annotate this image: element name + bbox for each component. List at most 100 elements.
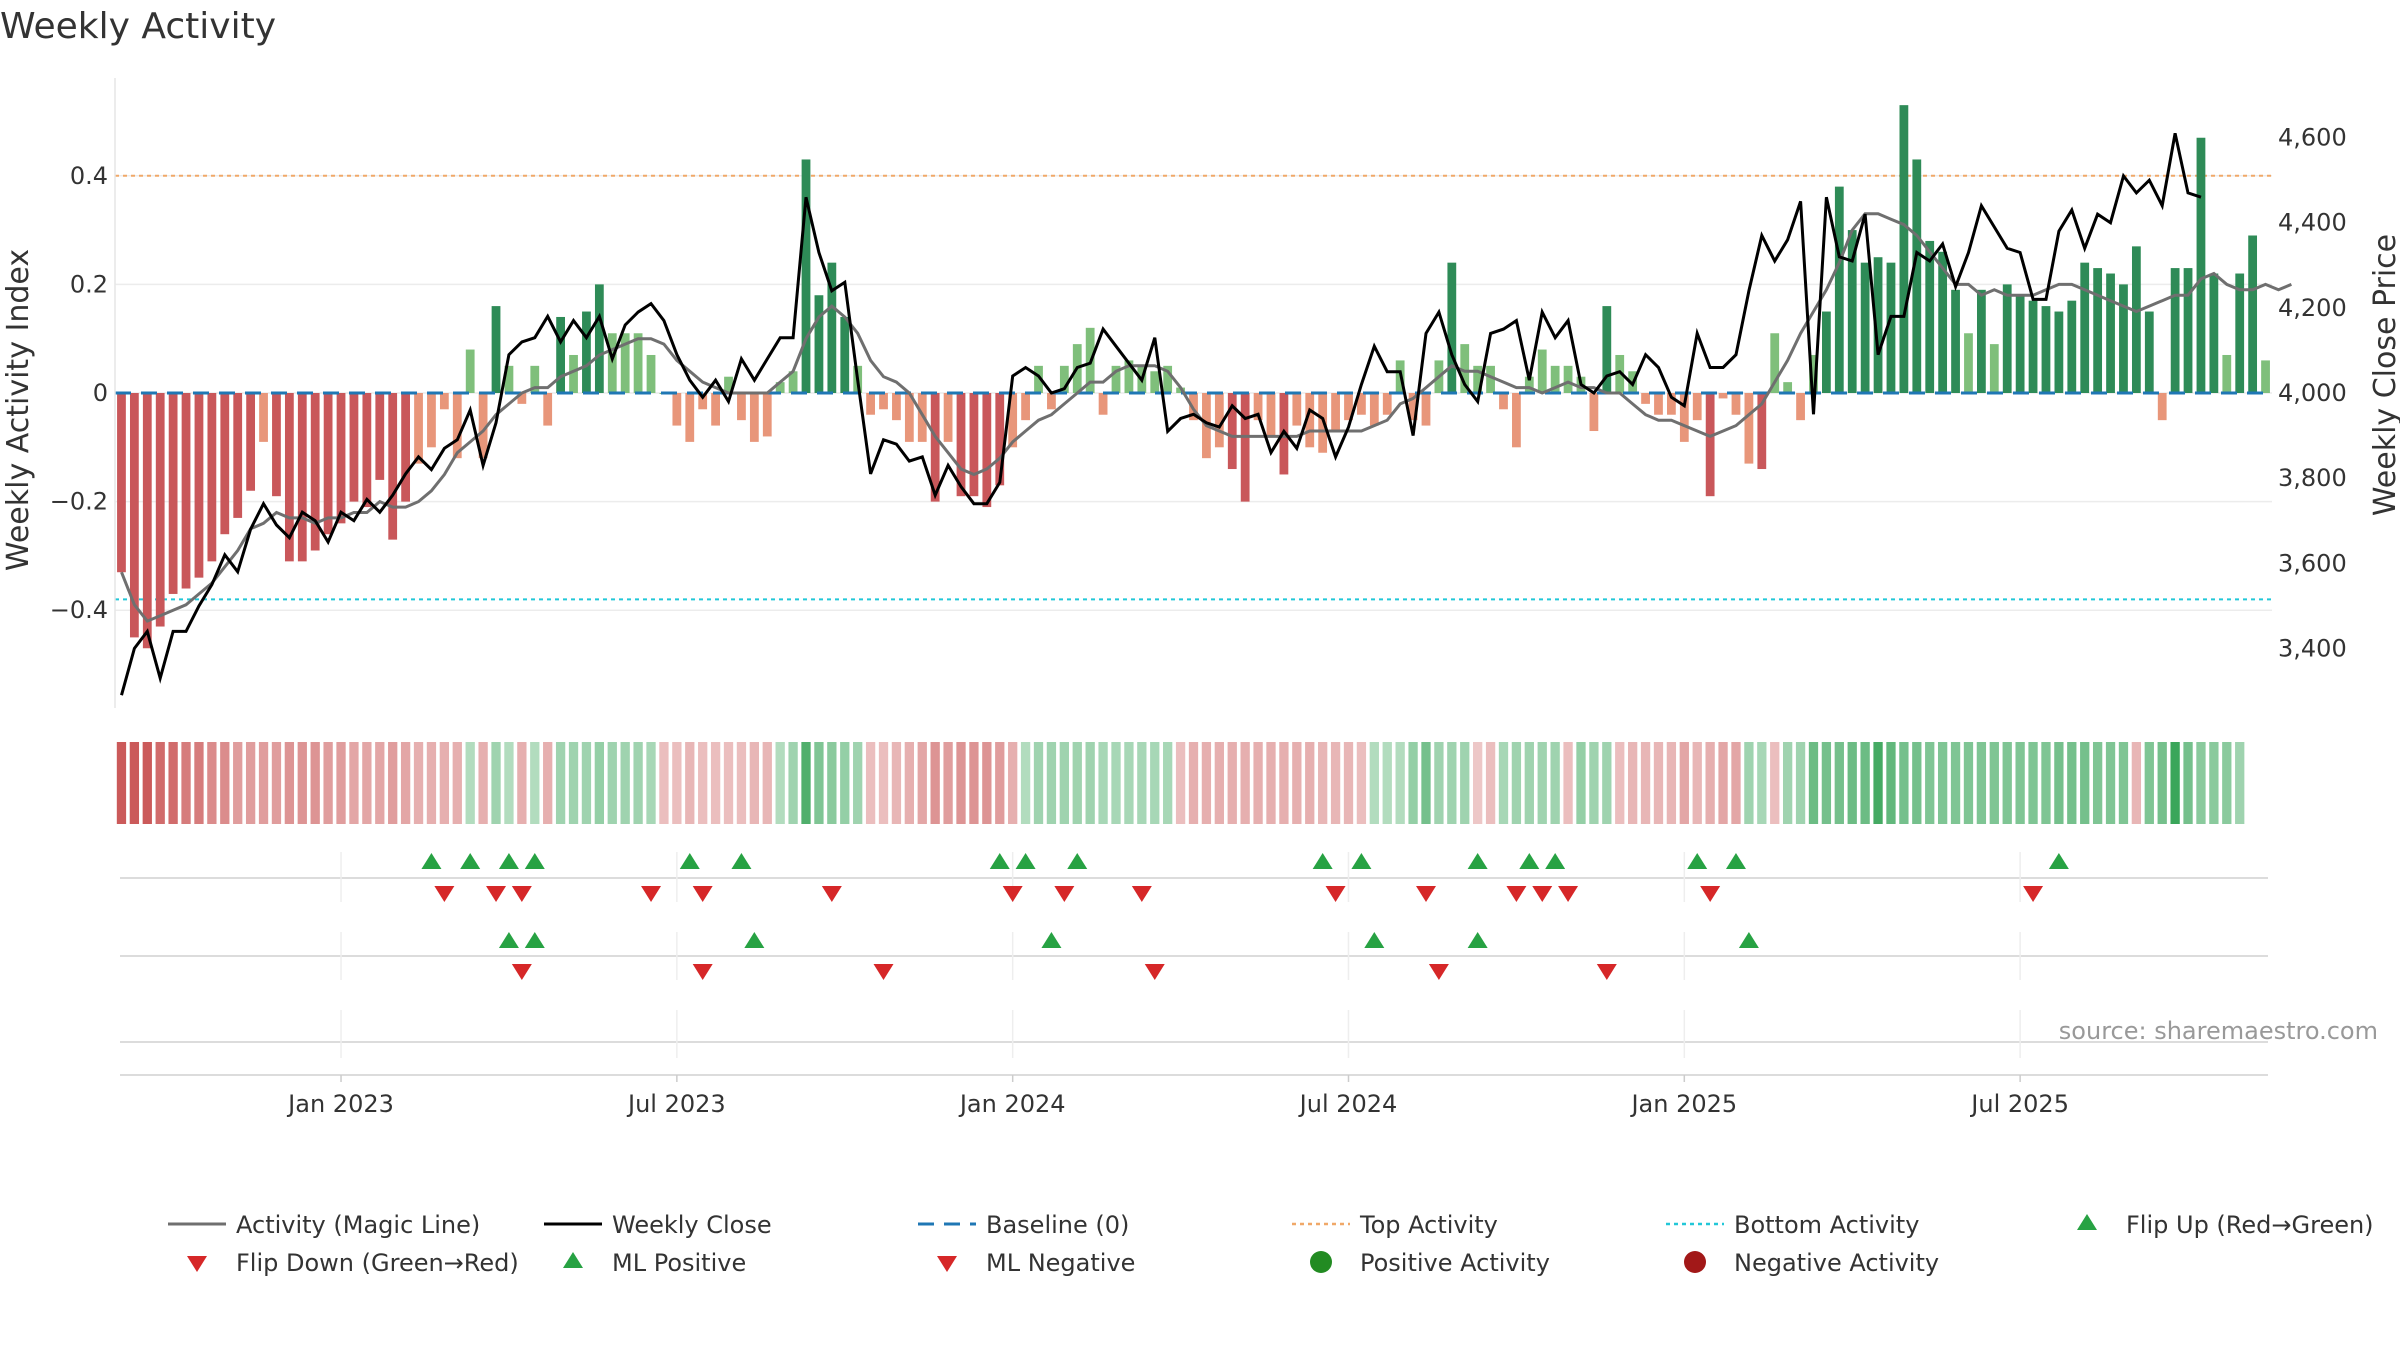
activity-bar <box>982 393 992 508</box>
activity-bar <box>543 393 553 426</box>
activity-bar <box>943 393 953 442</box>
flip-down-marker <box>821 886 842 902</box>
activity-bar <box>1021 393 1030 421</box>
activity-bar <box>1240 393 1250 502</box>
activity-bar <box>2261 360 2270 393</box>
legend-label: Flip Down (Green→Red) <box>236 1249 519 1277</box>
activity-bar <box>930 393 940 502</box>
heat-strip-cell <box>775 742 785 824</box>
activity-bar <box>1098 393 1108 415</box>
activity-bar <box>840 316 850 393</box>
activity-bar <box>1150 371 1160 393</box>
heat-strip-cell <box>323 742 333 824</box>
activity-bar <box>1938 251 1948 393</box>
activity-bar <box>1692 393 1702 421</box>
activity-bar <box>1059 365 1069 393</box>
activity-bar <box>2041 306 2051 393</box>
heat-strip-cell <box>245 742 256 824</box>
activity-bar <box>1292 393 1302 426</box>
activity-bar <box>2235 273 2245 393</box>
activity-bar <box>672 393 682 426</box>
activity-bar <box>233 393 243 518</box>
x-tick-label: Jul 2024 <box>1298 1090 1398 1118</box>
heat-strip-cell <box>814 742 824 824</box>
signal-markers <box>120 852 2268 1076</box>
heat-strip-cell <box>426 742 437 824</box>
activity-bar <box>388 393 398 540</box>
heat-strip-cell <box>1201 742 1212 824</box>
ml-negative-marker <box>1144 964 1165 980</box>
activity-bar <box>2054 311 2064 393</box>
activity-bar <box>1976 289 1986 393</box>
activity-bar <box>1266 393 1276 437</box>
heat-strip-cell <box>1356 742 1367 824</box>
activity-bar <box>401 393 411 502</box>
activity-bar <box>1369 393 1379 426</box>
activity-bar <box>1473 365 1483 393</box>
flip-up-marker <box>1015 853 1036 869</box>
flip-up-marker <box>1687 853 1708 869</box>
heat-strip-cell <box>956 742 966 824</box>
heat-strip-cell <box>1989 742 1999 824</box>
heat-strip-cell <box>672 742 682 824</box>
heat-strip-cell <box>1253 742 1263 824</box>
heat-strip-cell <box>943 742 953 824</box>
heat-strip-cell <box>1886 742 1896 824</box>
activity-bar <box>117 393 126 573</box>
flip-up-marker <box>460 853 481 869</box>
y-tick-left-label: 0.2 <box>70 270 108 298</box>
activity-bar <box>155 393 165 627</box>
activity-bars <box>117 105 2270 649</box>
activity-bar <box>556 316 565 393</box>
activity-bar <box>2093 268 2103 393</box>
heat-strip-cell <box>1602 742 1612 824</box>
heat-strip-cell <box>1731 742 1741 824</box>
activity-bar <box>1860 262 1870 393</box>
heat-strip-cell <box>1976 742 1987 824</box>
heat-strip-cell <box>1382 742 1392 824</box>
activity-bar <box>1757 393 1767 470</box>
activity-bar <box>1421 393 1431 426</box>
activity-bar <box>827 262 837 393</box>
heat-strip-cell <box>698 742 708 824</box>
activity-bar <box>633 333 643 393</box>
flip-down-marker <box>641 886 662 902</box>
ml-positive-marker <box>524 932 545 948</box>
heat-strip-cell <box>2196 742 2206 824</box>
ml-negative-marker <box>873 964 894 980</box>
activity-bar <box>1047 393 1056 410</box>
heat-strip-cell <box>1589 742 1599 824</box>
activity-bar <box>1512 393 1521 448</box>
heat-strip-cell <box>749 742 760 824</box>
activity-bar <box>582 311 591 393</box>
flip-down-marker <box>434 886 455 902</box>
heat-strip-cell <box>1925 742 1935 824</box>
ml-positive-marker <box>744 932 765 948</box>
activity-bar <box>142 393 152 649</box>
heat-strip-cell <box>1059 742 1069 824</box>
heat-strip-cell <box>271 742 282 824</box>
heat-strip-cell <box>1266 742 1276 824</box>
activity-bar <box>1822 311 1831 393</box>
heat-strip-cell <box>1111 742 1121 824</box>
ml-negative-marker <box>692 964 713 980</box>
activity-bar <box>1964 333 1973 393</box>
activity-bar <box>220 393 230 535</box>
heat-strip-cell <box>840 742 850 824</box>
heat-strip-cell <box>349 742 359 824</box>
flip-down-marker <box>1700 886 1721 902</box>
heat-strip-cell <box>633 742 643 824</box>
flip-up-marker <box>679 853 700 869</box>
heat-strip-cell <box>1524 742 1534 824</box>
heat-strip-cell <box>1653 742 1664 824</box>
heat-strip-cell <box>1137 742 1147 824</box>
activity-bar <box>1357 393 1366 415</box>
heat-strip-cell <box>736 742 747 824</box>
heat-strip-cell <box>982 742 992 824</box>
activity-bar <box>1499 393 1508 410</box>
heat-strip-cell <box>1175 742 1186 824</box>
activity-bar <box>788 371 798 393</box>
ml-negative-marker <box>1596 964 1617 980</box>
heat-strip-cell <box>1292 742 1302 824</box>
